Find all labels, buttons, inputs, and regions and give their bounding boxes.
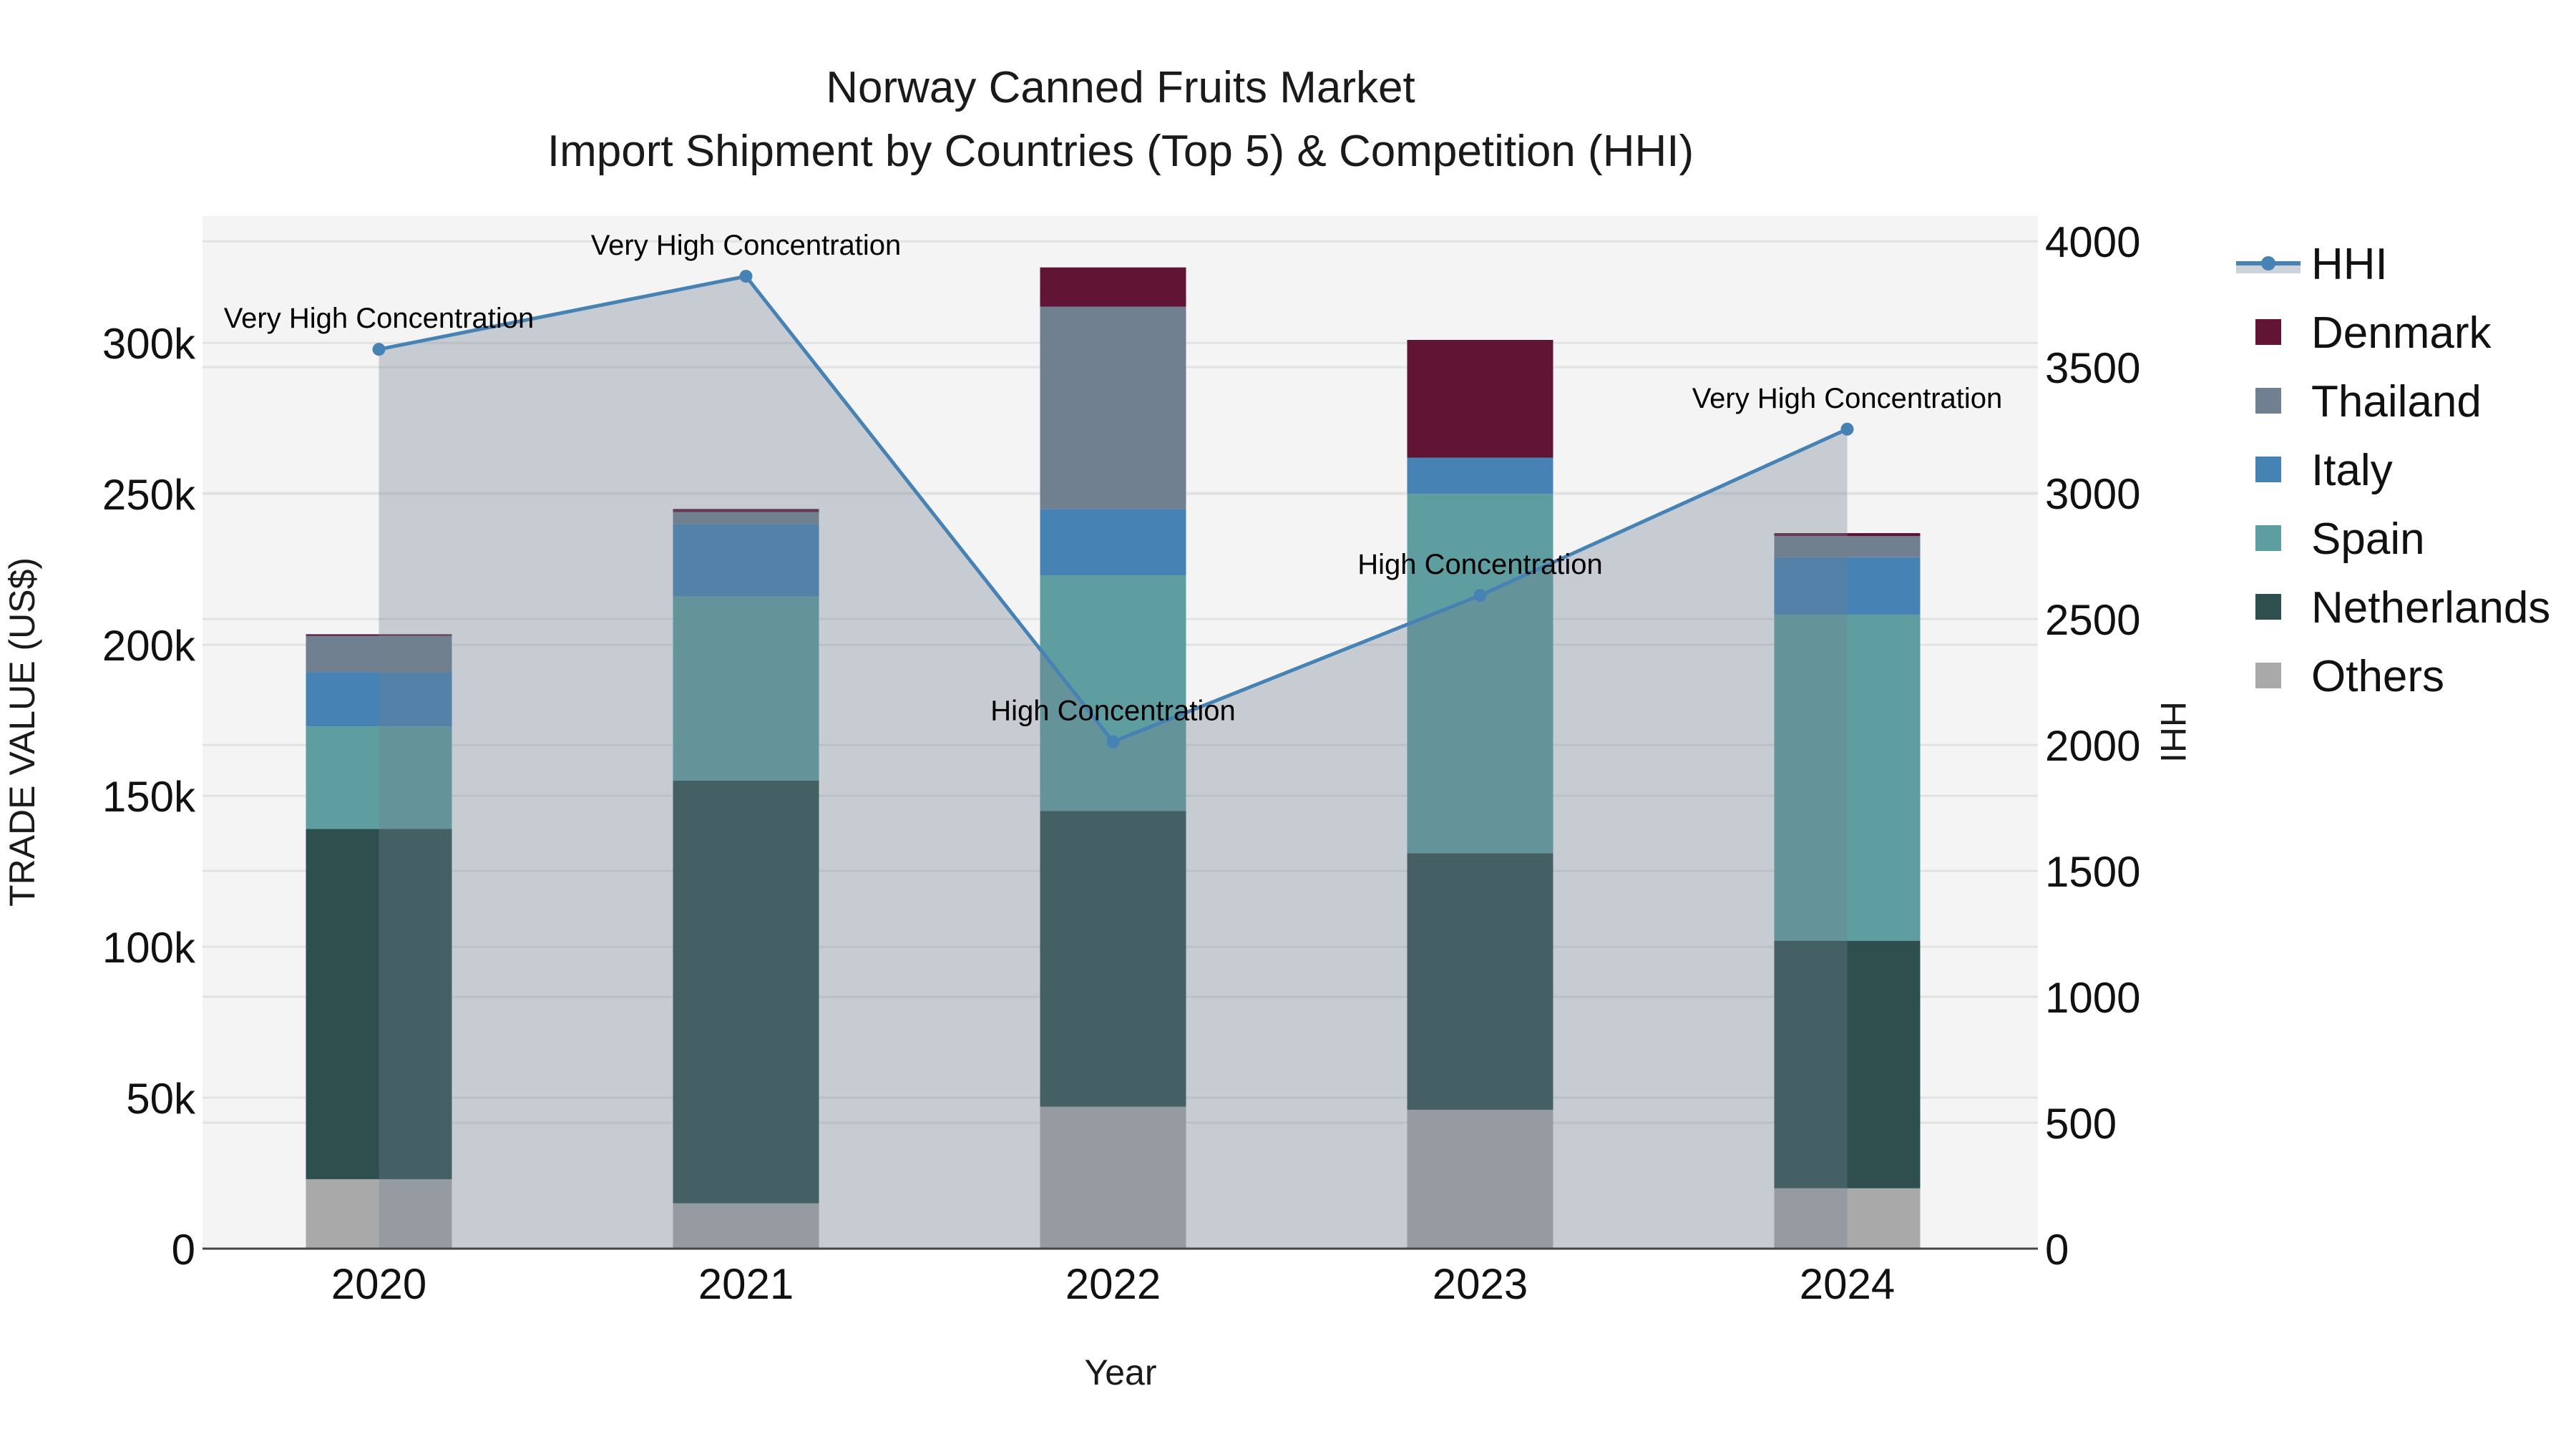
bar-segment-italy [306,672,452,727]
chart-title: Norway Canned Fruits Market [826,63,1415,112]
legend-label: Thailand [2311,377,2482,426]
y2-tick-label: 1000 [2045,974,2140,1022]
bar-segment-denmark [306,634,452,636]
y2-axis-title: HHI [2153,701,2193,763]
y2-tick-label: 2000 [2045,722,2140,770]
x-tick-label: 2020 [331,1260,426,1308]
legend-swatch-icon [2255,594,2281,620]
stacked-bars [306,267,1921,1249]
bar-segment-denmark [1407,339,1553,458]
hhi-marker [1840,422,1854,436]
chart-subtitle: Import Shipment by Countries (Top 5) & C… [547,127,1694,176]
legend-item-others[interactable]: Others [2255,652,2444,701]
bar-segment-spain [673,596,819,781]
bar-segment-thailand [306,635,452,673]
y-axis-ticks: 0 50k 100k 150k 200k 250k 300k [102,320,196,1274]
legend-label: Italy [2311,446,2393,495]
y-tick-label: 200k [102,622,196,670]
bar-segment-denmark [1774,533,1921,537]
legend: HHI Denmark Thailand Italy Spain Netherlands O… [2236,240,2550,701]
legend-item-denmark[interactable]: Denmark [2255,308,2492,358]
hhi-marker [1106,735,1120,748]
bar-segment-italy [1040,509,1186,576]
y-tick-label: 150k [102,773,196,821]
legend-swatch-icon [2255,663,2281,688]
bar-segment-thailand [1774,536,1921,557]
y-axis-title: TRADE VALUE (US$) [2,557,42,907]
y2-tick-label: 0 [2045,1226,2069,1274]
y2-axis-ticks: 0 500 1000 1500 2000 2500 3000 3500 4000 [2045,218,2140,1274]
legend-swatch-icon [2255,319,2281,345]
bar-segment-netherlands [673,781,819,1204]
bar-segment-italy [1774,557,1921,615]
legend-label: Others [2311,652,2444,701]
bar-segment-italy [1407,457,1553,494]
bar-segment-others [1407,1109,1553,1249]
bar-segment-spain [306,726,452,829]
hhi-annotation-label: Very High Concentration [1692,383,2003,414]
y-tick-label: 0 [172,1226,195,1274]
bar-segment-others [1040,1106,1186,1249]
legend-label: Denmark [2311,308,2492,358]
y2-tick-label: 500 [2045,1100,2117,1148]
legend-label: HHI [2311,240,2388,289]
bar-segment-thailand [673,512,819,525]
x-tick-label: 2023 [1433,1260,1528,1308]
bar-segment-netherlands [306,829,452,1179]
x-axis-title: Year [1084,1352,1156,1392]
y2-tick-label: 3000 [2045,470,2140,518]
bar-segment-italy [673,524,819,597]
hhi-line [372,270,1854,1249]
legend-item-thailand[interactable]: Thailand [2255,377,2482,426]
legend-marker-icon [2261,256,2275,270]
x-tick-label: 2022 [1065,1260,1161,1308]
legend-item-italy[interactable]: Italy [2255,446,2393,495]
hhi-marker [1473,589,1487,602]
bar-segment-spain [1407,494,1553,854]
x-tick-label: 2021 [698,1260,794,1308]
bar-segment-netherlands [1040,811,1186,1107]
bar-segment-others [306,1179,452,1249]
y-tick-label: 300k [102,320,196,368]
bar-segment-denmark [673,509,819,512]
y-tick-label: 100k [102,924,196,972]
hhi-area [379,276,1848,1249]
y-tick-label: 250k [102,471,196,519]
legend-swatch-icon [2255,457,2281,482]
y2-tick-label: 1500 [2045,848,2140,896]
legend-swatch-icon [2255,388,2281,414]
legend-item-hhi[interactable]: HHI [2236,240,2388,289]
legend-label: Netherlands [2311,583,2550,633]
bar-segment-thailand [1040,306,1186,509]
legend-item-spain[interactable]: Spain [2255,514,2425,564]
hhi-annotation-label: Very High Concentration [224,303,535,334]
y2-tick-label: 2500 [2045,596,2140,644]
bar-segment-denmark [1040,267,1186,307]
hhi-annotation-label: Very High Concentration [591,230,902,261]
y-tick-label: 50k [126,1075,196,1123]
bar-segment-spain [1774,614,1921,941]
bar-segment-others [1774,1188,1921,1249]
hhi-annotation-label: High Concentration [1357,549,1602,580]
hhi-marker [372,343,386,356]
legend-swatch-icon [2255,525,2281,551]
hhi-marker [739,270,753,283]
hhi-annotation-label: High Concentration [990,696,1235,727]
x-tick-label: 2024 [1800,1260,1895,1308]
bar-segment-netherlands [1774,940,1921,1189]
bar-segment-spain [1040,575,1186,811]
legend-label: Spain [2311,514,2425,564]
y2-tick-label: 3500 [2045,344,2140,392]
y2-tick-label: 4000 [2045,218,2140,266]
hhi-annotations: Very High Concentration Very High Concent… [224,230,2003,726]
bar-segment-others [673,1203,819,1249]
legend-item-netherlands[interactable]: Netherlands [2255,583,2550,633]
x-axis-ticks: 2020 2021 2022 2023 2024 [331,1260,1895,1308]
bar-segment-netherlands [1407,853,1553,1110]
